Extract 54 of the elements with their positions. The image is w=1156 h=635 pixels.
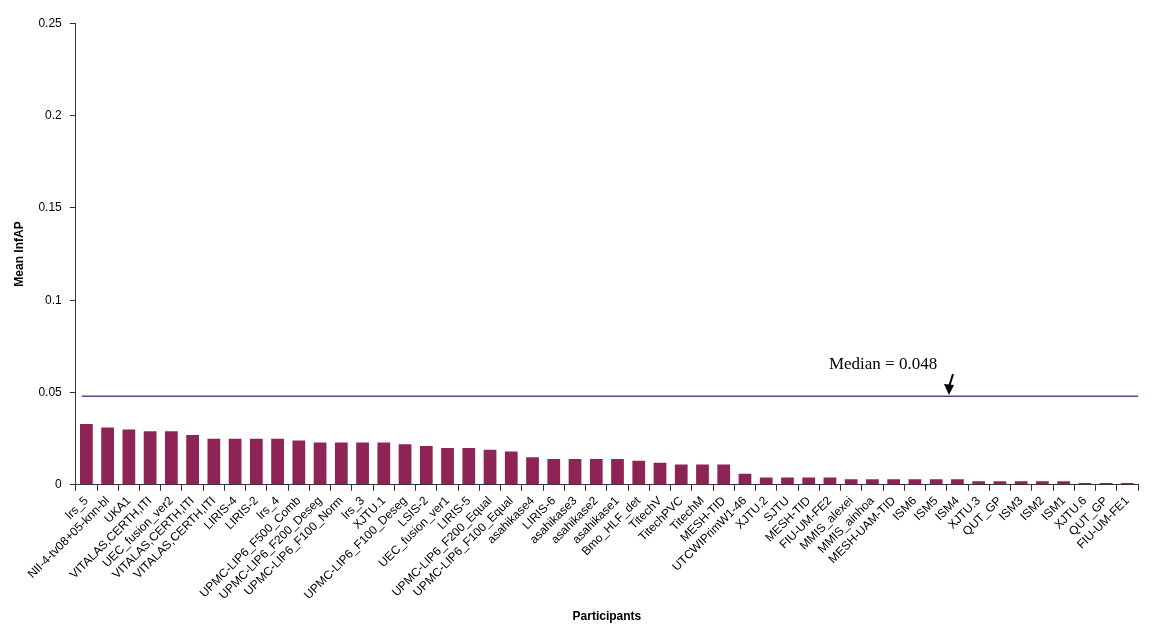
bar [696, 464, 709, 485]
bar [653, 462, 667, 485]
bar [186, 434, 199, 485]
bar [398, 444, 412, 485]
y-axis-title: Mean InfAP [11, 221, 26, 287]
bar [313, 442, 327, 485]
bar [80, 423, 93, 485]
bar [292, 440, 306, 485]
bar [589, 458, 603, 485]
bar [802, 477, 816, 485]
bar [143, 431, 157, 485]
x-axis-title: Participants [572, 609, 642, 624]
ref-line-label: Median = 0.048 [828, 353, 938, 373]
bar [462, 447, 476, 485]
bar [1057, 481, 1071, 485]
y-tick-label: 0.25 [38, 15, 63, 30]
bar [1014, 481, 1028, 485]
bar [908, 479, 922, 485]
bar [1036, 481, 1049, 485]
bar [547, 458, 561, 485]
bar [207, 438, 221, 485]
bar [887, 479, 901, 485]
bar [781, 477, 794, 485]
bar [568, 458, 582, 485]
bar [526, 457, 539, 485]
y-tick-label: 0.05 [38, 384, 63, 399]
bar [419, 446, 433, 485]
bar [759, 477, 773, 485]
bar [632, 460, 646, 485]
bar [504, 451, 518, 485]
bar [951, 479, 964, 485]
bar [249, 438, 263, 485]
bar [334, 442, 348, 485]
bar [101, 427, 114, 485]
y-tick-label: 0.2 [45, 107, 63, 122]
bar [377, 442, 391, 485]
bar [271, 438, 284, 485]
bar [164, 431, 178, 485]
bar [483, 449, 497, 485]
bar [844, 479, 858, 485]
y-tick-label: 0.15 [38, 200, 63, 215]
bar [823, 477, 837, 485]
bar [866, 479, 879, 485]
bar [717, 464, 731, 485]
y-tick-label: 0.1 [45, 292, 63, 307]
bar [356, 442, 369, 485]
bar [674, 464, 688, 485]
y-tick-label: 0 [55, 477, 63, 492]
bar [972, 481, 986, 485]
bar [228, 438, 242, 485]
bar [122, 429, 136, 485]
bar [929, 479, 943, 485]
bar [441, 447, 454, 485]
bar [611, 458, 624, 485]
